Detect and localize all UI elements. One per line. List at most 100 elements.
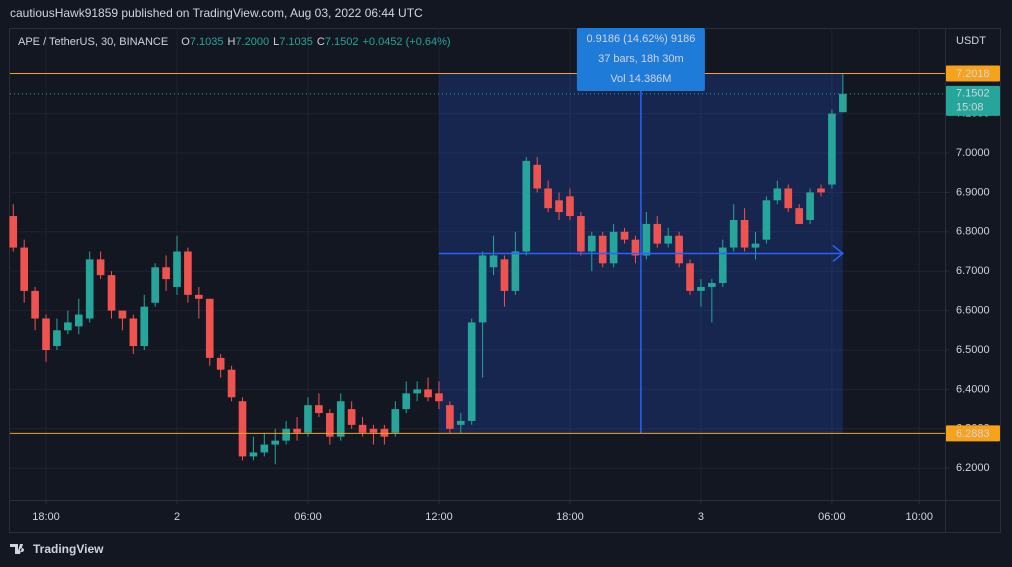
- candle-body: [402, 393, 411, 410]
- symbol: APE / TetherUS, 30, BINANCE: [18, 36, 168, 48]
- candle-body: [424, 389, 432, 398]
- footer-logo: TradingView: [10, 542, 104, 556]
- measure-info-text: 37 bars, 18h 30m: [598, 53, 684, 65]
- measure-info-text: Vol 14.386M: [610, 73, 671, 85]
- candle-body: [675, 235, 683, 264]
- candle-body: [129, 318, 138, 347]
- candle-body: [544, 188, 552, 209]
- candle-body: [729, 219, 738, 248]
- candle-body: [195, 294, 203, 299]
- candle-body: [9, 216, 18, 248]
- candle-body: [708, 283, 716, 287]
- candle-body: [304, 405, 312, 433]
- candle-body: [751, 243, 760, 248]
- candle-body: [653, 223, 662, 244]
- candle-body: [773, 188, 782, 201]
- candle-body: [784, 188, 793, 209]
- candle-body: [205, 298, 214, 358]
- ohlc-value: 7.1035: [279, 36, 313, 48]
- candle-body: [347, 409, 356, 425]
- y-tick-label: 6.5000: [956, 344, 990, 356]
- change: +0.0452 (+0.64%): [362, 36, 450, 48]
- candle-body: [740, 219, 749, 248]
- last-price-box: [946, 85, 1000, 116]
- y-tick-label: 7.0000: [956, 147, 990, 159]
- candle-body: [369, 428, 378, 433]
- candle-body: [173, 251, 181, 287]
- candle-body: [598, 235, 607, 264]
- candle-body: [566, 196, 574, 217]
- candle-body: [140, 306, 149, 347]
- candle-body: [697, 286, 705, 291]
- candle-body: [555, 200, 563, 213]
- candle-body: [96, 259, 105, 276]
- price-label-box: [946, 65, 1000, 82]
- candle-body: [85, 259, 94, 319]
- chart-frame: [9, 28, 1001, 533]
- candle-body: [762, 200, 771, 240]
- candle-body: [249, 452, 258, 457]
- x-tick-label: 06:00: [818, 511, 846, 523]
- candle-body: [817, 188, 825, 193]
- x-tick-label: 18:00: [556, 511, 584, 523]
- candle-body: [435, 393, 443, 402]
- x-tick-label: 18:00: [32, 511, 60, 523]
- candle-body: [271, 440, 280, 445]
- measure-info-box: [576, 28, 705, 91]
- candle-body: [413, 389, 421, 394]
- ohlc-value: 7.2000: [235, 36, 269, 48]
- candle-body: [184, 251, 192, 295]
- candle-body: [664, 235, 673, 244]
- candle-body: [577, 216, 585, 252]
- candle-body: [620, 231, 629, 240]
- candle-body: [118, 310, 127, 319]
- y-axis-label: USDT: [956, 35, 986, 47]
- candle-body: [74, 314, 83, 327]
- ohlc-value: 7.1035: [190, 36, 224, 48]
- candle-body: [642, 223, 651, 256]
- candle-body: [64, 322, 72, 331]
- candle-body: [686, 263, 694, 291]
- y-tick-label: 6.8000: [956, 226, 990, 238]
- candle-body: [227, 369, 236, 398]
- candle-body: [315, 405, 323, 414]
- candle-body: [391, 409, 400, 433]
- y-tick-label: 6.7000: [956, 265, 990, 277]
- measure-info-text: 0.9186 (14.62%) 9186: [586, 33, 695, 45]
- candle-body: [42, 318, 50, 351]
- candle-body: [20, 247, 29, 291]
- y-tick-label: 6.4000: [956, 383, 990, 395]
- candle-body: [839, 93, 847, 113]
- candle-body: [511, 251, 520, 291]
- candle-body: [500, 259, 509, 291]
- candle-body: [795, 208, 803, 224]
- ohlc-key: C: [317, 36, 325, 48]
- candle-body: [31, 290, 39, 319]
- brand: TradingView: [33, 542, 104, 556]
- candle-body: [53, 330, 61, 347]
- ohlc-value: 7.1502: [325, 36, 359, 48]
- y-tick-label: 6.6000: [956, 305, 990, 317]
- candle-body: [162, 267, 170, 280]
- candle-body: [260, 444, 269, 453]
- candle-body: [238, 401, 247, 457]
- measure-arrow: [832, 244, 845, 263]
- overlay: 7.2018 6.2883 7.1502 15:08 0.9186 (14.62%) 9…: [10, 28, 1000, 442]
- candle-body: [282, 428, 290, 441]
- candle-body: [489, 255, 498, 268]
- ohlc-key: H: [227, 36, 235, 48]
- candle-body: [380, 428, 389, 437]
- candle-body: [718, 247, 727, 284]
- y-tick-label: 6.9000: [956, 186, 990, 198]
- price-label: 7.2018: [956, 68, 990, 80]
- candle-body: [806, 192, 814, 220]
- legend: APE / TetherUS, 30, BINANCE O7.1035 H7.20…: [18, 36, 451, 48]
- x-tick-label: 2: [174, 511, 180, 523]
- candle-body: [587, 235, 596, 252]
- candle-body: [216, 357, 225, 370]
- candle-body: [828, 113, 836, 185]
- x-tick-label: 10:00: [905, 511, 933, 523]
- candle-body: [107, 275, 116, 311]
